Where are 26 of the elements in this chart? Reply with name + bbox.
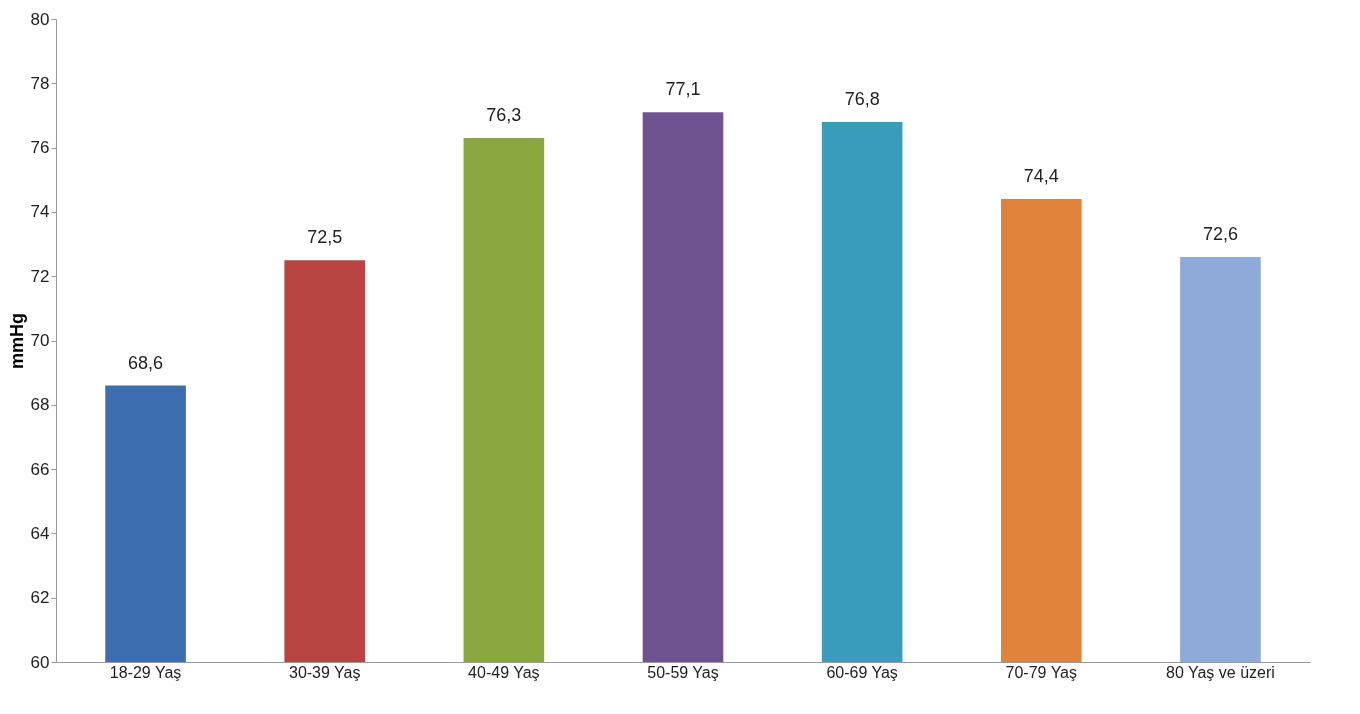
y-tick-label: 68 [30,395,50,415]
data-label: 68,6 [128,352,164,373]
y-tick-label: 60 [30,652,50,672]
data-label: 72,6 [1202,223,1238,244]
data-label: 77,1 [665,79,701,100]
y-tick-label: 76 [30,138,50,158]
x-tick-label: 80 Yaş ve üzeri [1166,663,1275,681]
y-axis-title: mmHg [6,312,27,370]
x-tick-label: 60-69 Yaş [826,663,898,681]
y-tick-label: 62 [30,588,50,608]
x-tick-label: 40-49 Yaş [468,663,540,681]
data-label: 76,3 [486,104,522,125]
y-tick-label: 72 [30,266,50,286]
y-tick-label: 74 [30,202,50,222]
y-tick-label: 70 [30,331,50,350]
data-label: 76,8 [844,88,880,109]
x-tick-label: 18-29 Yaş [109,663,182,681]
x-tick-label: 70-79 Yaş [1005,663,1078,681]
x-tick-label: 50-59 Yaş [647,663,719,681]
y-tick-label: 78 [30,73,50,93]
x-tick-label: 30-39 Yaş [288,663,361,681]
y-tick-label: 64 [30,523,50,543]
y-tick-label: 66 [30,459,50,479]
data-label: 72,5 [307,227,343,248]
data-label: 74,4 [1023,166,1059,187]
y-tick-label: 80 [30,9,50,29]
